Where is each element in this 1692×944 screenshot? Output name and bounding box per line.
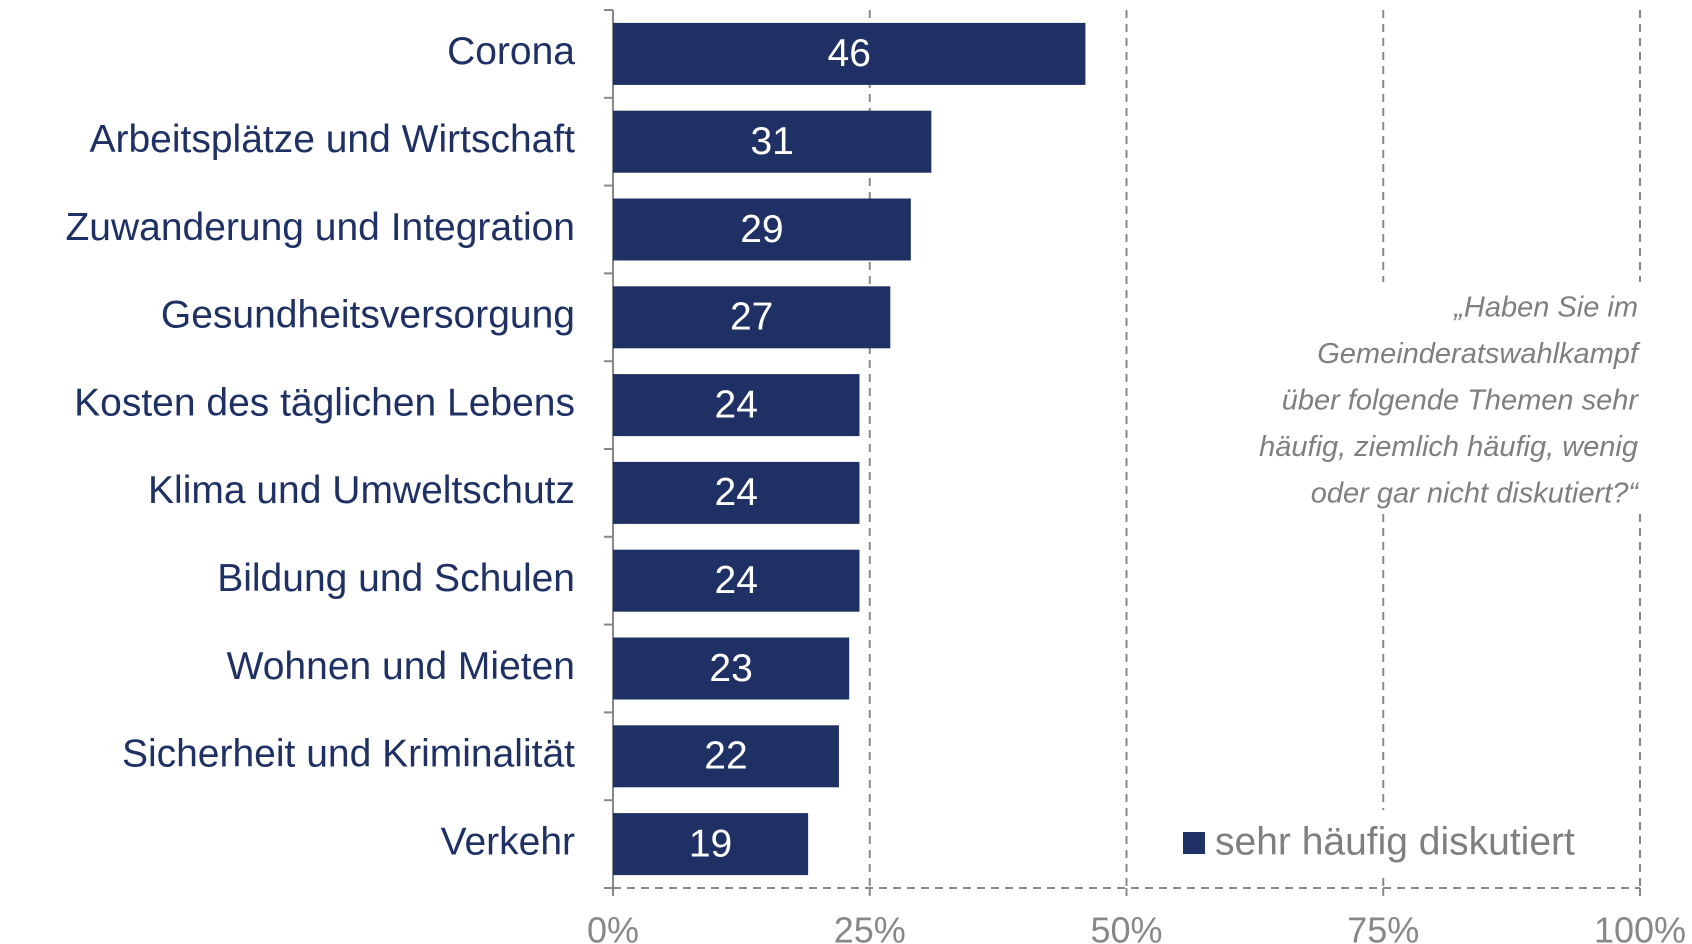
annotation: Gemeinderatswahlkampf	[1317, 338, 1641, 370]
bar	[613, 637, 850, 700]
x-tick-label: 50%	[1090, 910, 1162, 944]
bar	[613, 725, 839, 788]
data-label: 46	[828, 32, 871, 75]
bar	[613, 549, 860, 612]
bar	[613, 374, 860, 437]
category-label: Arbeitsplätze und Wirtschaft	[89, 118, 575, 161]
data-label: 24	[715, 559, 758, 602]
annotation: über folgende Themen sehr	[1282, 385, 1640, 417]
annotation: häufig, ziemlich häufig, wenig	[1259, 431, 1638, 463]
annotation: oder gar nicht diskutiert?“	[1311, 478, 1640, 510]
bar	[613, 461, 860, 524]
data-label: 29	[740, 208, 783, 251]
bar	[613, 110, 932, 173]
category-label: Verkehr	[441, 820, 575, 863]
bar	[613, 286, 891, 349]
annotation-bg	[1200, 282, 1646, 514]
data-label: 22	[704, 735, 747, 778]
legend-bg	[1175, 810, 1625, 876]
category-label: Gesundheitsversorgung	[161, 294, 575, 337]
data-label: 24	[715, 471, 758, 514]
x-tick-label: 100%	[1594, 910, 1686, 944]
category-label: Kosten des täglichen Lebens	[74, 381, 575, 424]
category-label: Corona	[447, 30, 575, 73]
bar	[613, 813, 809, 876]
data-label: 19	[689, 822, 732, 865]
annotation: „Haben Sie im	[1453, 292, 1638, 324]
category-label: Zuwanderung und Integration	[65, 206, 575, 249]
bar	[613, 22, 1086, 85]
x-tick-label: 75%	[1347, 910, 1419, 944]
category-label: Sicherheit und Kriminalität	[122, 733, 575, 776]
data-label: 24	[715, 383, 758, 426]
x-tick-label: 25%	[834, 910, 906, 944]
bar	[613, 198, 911, 261]
data-label: 31	[750, 120, 793, 163]
data-label: 23	[709, 647, 752, 690]
category-label: Wohnen und Mieten	[227, 645, 575, 688]
category-label: Bildung und Schulen	[217, 557, 575, 600]
x-tick-label: 0%	[587, 910, 639, 944]
data-label: 27	[730, 296, 773, 339]
category-label: Klima und Umweltschutz	[148, 469, 575, 512]
legend-swatch	[1183, 832, 1205, 854]
legend-label: sehr häufig diskutiert	[1215, 820, 1575, 863]
